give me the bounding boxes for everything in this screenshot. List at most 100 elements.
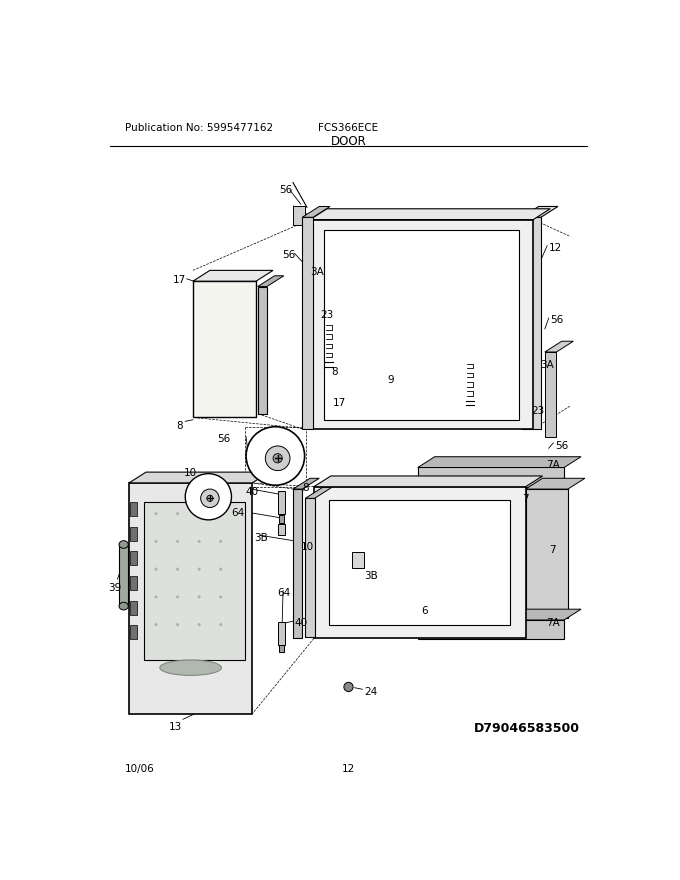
Text: 12: 12	[342, 764, 355, 774]
Circle shape	[154, 595, 158, 598]
Circle shape	[176, 512, 179, 516]
Polygon shape	[545, 341, 573, 352]
Text: 17: 17	[333, 398, 346, 408]
Text: 13: 13	[169, 722, 182, 731]
Polygon shape	[144, 502, 245, 660]
Text: Publication No: 5995477162: Publication No: 5995477162	[125, 122, 273, 133]
Polygon shape	[545, 352, 556, 436]
Polygon shape	[310, 209, 550, 219]
Text: 9: 9	[387, 375, 394, 385]
Polygon shape	[324, 231, 520, 420]
Polygon shape	[277, 524, 286, 535]
Polygon shape	[329, 500, 510, 626]
Circle shape	[198, 623, 201, 627]
Polygon shape	[129, 483, 252, 714]
Circle shape	[219, 595, 222, 598]
Polygon shape	[303, 217, 313, 429]
Polygon shape	[352, 553, 364, 568]
Text: 3A: 3A	[540, 360, 554, 370]
Text: 6: 6	[422, 606, 428, 616]
Polygon shape	[293, 206, 305, 225]
Text: 56: 56	[555, 441, 568, 451]
Text: 7: 7	[522, 495, 528, 504]
Circle shape	[246, 427, 305, 485]
Polygon shape	[258, 275, 284, 287]
Polygon shape	[130, 502, 137, 516]
Polygon shape	[418, 467, 564, 487]
Polygon shape	[418, 609, 581, 620]
Ellipse shape	[160, 660, 222, 676]
Polygon shape	[193, 282, 256, 417]
Polygon shape	[119, 545, 129, 606]
Circle shape	[198, 539, 201, 543]
Circle shape	[154, 512, 158, 516]
Circle shape	[176, 568, 179, 571]
Polygon shape	[314, 476, 543, 487]
Polygon shape	[314, 487, 526, 639]
Text: 10/06: 10/06	[125, 764, 155, 774]
Text: 56: 56	[279, 185, 292, 194]
Circle shape	[219, 512, 222, 516]
Ellipse shape	[119, 602, 129, 610]
Circle shape	[176, 623, 179, 627]
Text: 23: 23	[320, 310, 333, 319]
Text: 56: 56	[217, 435, 231, 444]
Polygon shape	[130, 527, 137, 540]
Circle shape	[207, 495, 213, 502]
Polygon shape	[416, 487, 433, 620]
Text: 3A: 3A	[310, 268, 324, 277]
Text: 56: 56	[550, 315, 564, 325]
Text: FCS366ECE: FCS366ECE	[318, 122, 378, 133]
Polygon shape	[526, 479, 585, 489]
Circle shape	[154, 623, 158, 627]
Circle shape	[198, 568, 201, 571]
Text: 8: 8	[330, 368, 337, 378]
Circle shape	[154, 568, 158, 571]
Text: 12: 12	[549, 243, 562, 253]
Polygon shape	[130, 626, 137, 639]
Text: 3B: 3B	[254, 533, 267, 543]
Circle shape	[154, 539, 158, 543]
Circle shape	[219, 568, 222, 571]
Polygon shape	[277, 491, 286, 514]
Text: 40: 40	[294, 618, 308, 627]
Polygon shape	[130, 552, 137, 565]
Polygon shape	[303, 207, 330, 217]
Text: 10: 10	[301, 542, 314, 552]
Polygon shape	[418, 457, 581, 467]
Text: 24: 24	[364, 687, 377, 697]
Circle shape	[198, 512, 201, 516]
Text: DOOR: DOOR	[330, 135, 367, 148]
Polygon shape	[279, 515, 284, 523]
Text: 23: 23	[531, 406, 544, 416]
Polygon shape	[279, 644, 284, 652]
Text: 8: 8	[303, 483, 309, 493]
Text: 56: 56	[283, 250, 296, 260]
Circle shape	[201, 489, 219, 508]
Text: 7A: 7A	[547, 459, 560, 470]
Circle shape	[219, 539, 222, 543]
Circle shape	[185, 473, 231, 520]
Text: D79046583500: D79046583500	[473, 722, 579, 735]
Polygon shape	[522, 207, 558, 217]
Polygon shape	[293, 489, 303, 639]
Polygon shape	[305, 498, 315, 637]
Polygon shape	[522, 217, 541, 429]
Text: 40: 40	[245, 487, 258, 496]
Text: 7A: 7A	[547, 618, 560, 627]
Polygon shape	[418, 620, 564, 639]
Ellipse shape	[119, 540, 129, 548]
Polygon shape	[310, 219, 533, 429]
Polygon shape	[277, 621, 286, 644]
Text: 39: 39	[109, 583, 122, 593]
Polygon shape	[305, 488, 332, 498]
Circle shape	[273, 454, 282, 463]
Polygon shape	[258, 287, 267, 414]
Circle shape	[198, 595, 201, 598]
Polygon shape	[130, 601, 137, 614]
Polygon shape	[130, 576, 137, 590]
Circle shape	[176, 539, 179, 543]
Text: 17: 17	[173, 275, 186, 285]
Text: 64: 64	[277, 589, 291, 598]
Polygon shape	[193, 270, 273, 282]
